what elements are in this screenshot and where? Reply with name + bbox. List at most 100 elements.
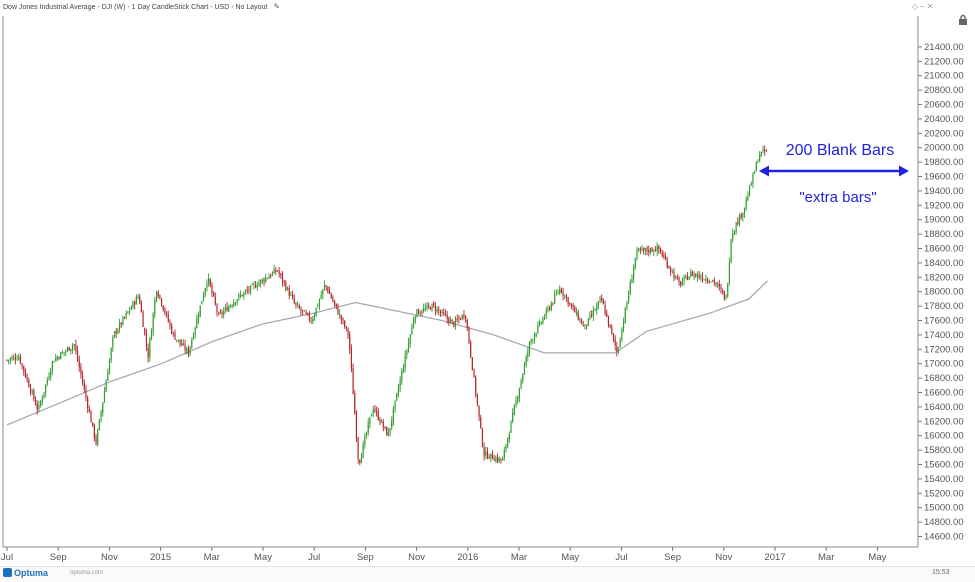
- candle-body: [258, 282, 260, 287]
- candle-down: [21, 362, 23, 370]
- candle-down: [465, 315, 467, 323]
- candle-body: [43, 392, 45, 398]
- candle-body: [722, 290, 724, 292]
- candle-up: [189, 346, 191, 357]
- candle-up: [696, 271, 699, 282]
- candle-body: [451, 319, 453, 322]
- close-icon[interactable]: ✕: [926, 2, 936, 11]
- candle-up: [592, 305, 594, 322]
- candle-body: [486, 451, 489, 459]
- candle-body: [634, 257, 636, 268]
- candle-up: [273, 265, 275, 274]
- x-tick-label: Nov: [408, 552, 425, 563]
- candle-down: [160, 297, 163, 307]
- candle-down: [460, 317, 462, 321]
- candle-up: [532, 338, 534, 344]
- candle-down: [611, 323, 613, 335]
- candle-down: [340, 314, 342, 325]
- candle-body: [480, 417, 482, 428]
- y-tick-label: 19400.00: [924, 186, 964, 197]
- candle-down: [34, 396, 37, 406]
- candle-up: [757, 158, 759, 164]
- lock-icon[interactable]: [957, 14, 969, 26]
- candle-up: [675, 275, 677, 280]
- candle-body: [402, 367, 405, 372]
- candle-up: [617, 346, 620, 355]
- candle-up: [110, 347, 112, 364]
- candle-down: [678, 275, 680, 286]
- candle-body: [535, 333, 537, 336]
- candle-body: [58, 357, 60, 359]
- candle-body: [688, 276, 690, 281]
- candle-body: [631, 278, 633, 284]
- candle-body: [611, 327, 613, 333]
- candle-up: [419, 310, 421, 317]
- candle-body: [465, 316, 467, 320]
- candle-body: [40, 401, 42, 406]
- candle-up: [103, 386, 106, 403]
- x-tick-label: Nov: [101, 552, 118, 563]
- candle-up: [498, 456, 500, 464]
- candle-body: [224, 307, 226, 311]
- candle-body: [466, 319, 468, 329]
- candle-down: [295, 302, 297, 309]
- brand-site[interactable]: optuma.com: [70, 570, 104, 576]
- candle-body: [564, 295, 566, 297]
- candle-up: [407, 337, 410, 353]
- candle-body: [255, 284, 257, 288]
- candle-body: [683, 277, 685, 281]
- candle-body: [26, 377, 28, 380]
- candle-body: [70, 348, 72, 352]
- candle-down: [661, 249, 663, 258]
- candle-down: [582, 320, 584, 327]
- candle-up: [636, 246, 638, 261]
- candle-body: [540, 322, 542, 324]
- diamond-icon[interactable]: ◇: [912, 2, 921, 11]
- axis-lines: [2, 16, 919, 548]
- candle-body: [696, 274, 699, 277]
- candle-body: [481, 428, 484, 447]
- candle-up: [194, 326, 196, 339]
- candle-body: [397, 388, 400, 394]
- candle-body: [270, 275, 272, 277]
- y-tick-label: 15400.00: [924, 474, 964, 485]
- y-tick-label: 18200.00: [924, 272, 964, 283]
- candle-body: [538, 321, 541, 325]
- x-tick-label: 2017: [764, 552, 785, 563]
- candle-body: [575, 311, 578, 314]
- candle-up: [154, 296, 156, 319]
- candle-up: [717, 281, 719, 289]
- candle-up: [8, 359, 10, 365]
- minimize-icon[interactable]: –: [920, 2, 927, 11]
- pencil-icon[interactable]: ✎: [273, 2, 281, 11]
- candle-body: [34, 399, 37, 406]
- candle-up: [485, 446, 487, 459]
- candle-body: [686, 276, 688, 281]
- candle-down: [654, 246, 657, 252]
- candle-body: [764, 149, 766, 152]
- candle-body: [712, 280, 714, 282]
- candle-up: [690, 268, 692, 278]
- candle-body: [381, 420, 383, 423]
- candle-body: [565, 296, 568, 298]
- candle-body: [330, 293, 332, 299]
- candle-up: [228, 304, 230, 312]
- candle-down: [33, 388, 35, 402]
- candle-down: [701, 272, 704, 283]
- candle-up: [656, 242, 658, 257]
- candle-down: [376, 406, 378, 417]
- candle-body: [483, 447, 485, 456]
- candle-down: [93, 423, 95, 442]
- candle-down: [486, 447, 489, 460]
- candle-body: [449, 319, 452, 324]
- y-tick-label: 18600.00: [924, 244, 964, 255]
- price-chart[interactable]: 14600.00 14800.00 15000.00 15200.00 15400.00…: [0, 0, 975, 566]
- candle-up: [507, 437, 509, 449]
- candle-down: [334, 299, 336, 308]
- candle-body: [53, 361, 55, 363]
- candle-body: [626, 302, 628, 308]
- candle-down: [567, 296, 569, 308]
- candle-down: [463, 310, 465, 320]
- candle-body: [273, 269, 275, 274]
- candle-body: [732, 233, 734, 240]
